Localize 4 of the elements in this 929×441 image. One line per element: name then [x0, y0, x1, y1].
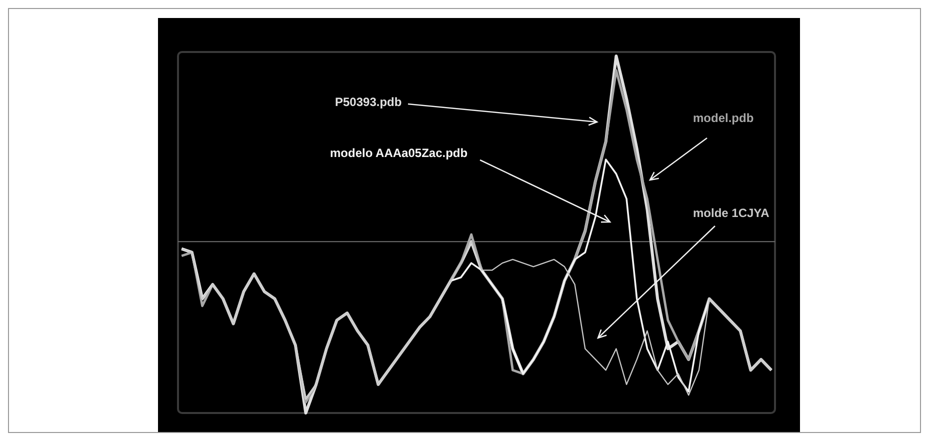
- text: molde 1CJYA: [693, 206, 770, 220]
- text: modelo AAAa05Zac.pdb: [330, 146, 468, 160]
- text: model.pdb: [693, 111, 754, 125]
- text: P50393.pdb: [335, 95, 402, 109]
